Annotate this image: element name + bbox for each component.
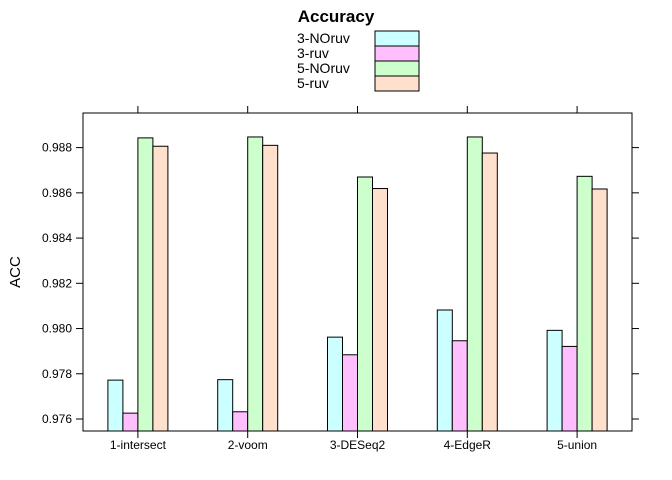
bar-1-intersect-3-NOruv [107, 379, 124, 432]
bar-2-voom-5-NOruv [247, 136, 264, 432]
x-tick-label: 2-voom [228, 438, 268, 452]
bar-5-union-5-NOruv [576, 175, 593, 432]
legend-label-3-NOruv: 3-NOruv [297, 30, 350, 46]
legend-swatch-3-NOruv [374, 30, 420, 47]
bar-1-intersect-5-NOruv [137, 137, 154, 432]
y-tick-label: 0.982 [42, 276, 72, 290]
bar-2-voom-5-ruv [262, 144, 279, 432]
x-tick-label: 3-DESeq2 [330, 438, 386, 452]
legend-swatch-3-ruv [374, 45, 420, 62]
y-tick-label: 0.984 [42, 231, 72, 245]
bar-3-DESeq2-5-NOruv [357, 176, 373, 432]
bar-1-intersect-5-ruv [152, 145, 169, 432]
bar-2-voom-3-NOruv [217, 379, 234, 432]
bar-5-union-3-ruv [561, 345, 578, 432]
bar-4-EdgeR-3-NOruv [436, 309, 453, 432]
legend-swatch-5-ruv [374, 75, 420, 92]
y-tick-label: 0.980 [42, 322, 72, 336]
legend-label-3-ruv: 3-ruv [297, 45, 329, 61]
bars-group [107, 136, 608, 432]
y-tick-label: 0.978 [42, 367, 72, 381]
legend-label-5-ruv: 5-ruv [297, 75, 329, 91]
bar-4-EdgeR-5-NOruv [466, 136, 483, 432]
x-tick-label: 5-union [557, 438, 597, 452]
y-tick-label: 0.986 [42, 186, 72, 200]
chart-title: Accuracy [298, 7, 375, 26]
y-axis-label: ACC [7, 256, 24, 288]
plot-frame [82, 112, 633, 432]
legend-label-5-NOruv: 5-NOruv [297, 60, 350, 76]
x-tick-label: 1-intersect [110, 438, 167, 452]
x-tick-label: 4-EdgeR [444, 438, 492, 452]
bar-3-DESeq2-5-ruv [372, 188, 388, 432]
bar-3-DESeq2-3-NOruv [327, 336, 343, 432]
y-tick-label: 0.976 [42, 412, 72, 426]
y-tick-label: 0.988 [42, 141, 72, 155]
bar-1-intersect-3-ruv [122, 412, 139, 432]
bar-4-EdgeR-5-ruv [481, 152, 498, 432]
bar-5-union-5-ruv [591, 188, 608, 432]
legend-swatch-5-NOruv [374, 60, 420, 77]
x-axis: 1-intersect 2-voom 3-DESeq2 4-EdgeR 5-union [110, 106, 597, 452]
bar-3-DESeq2-3-ruv [342, 354, 358, 432]
bar-2-voom-3-ruv [232, 411, 249, 432]
y-axis: 0.976 0.978 0.980 0.982 0.984 0.986 0.988 [42, 141, 639, 426]
bar-5-union-3-NOruv [546, 329, 563, 432]
bar-4-EdgeR-3-ruv [451, 340, 468, 432]
